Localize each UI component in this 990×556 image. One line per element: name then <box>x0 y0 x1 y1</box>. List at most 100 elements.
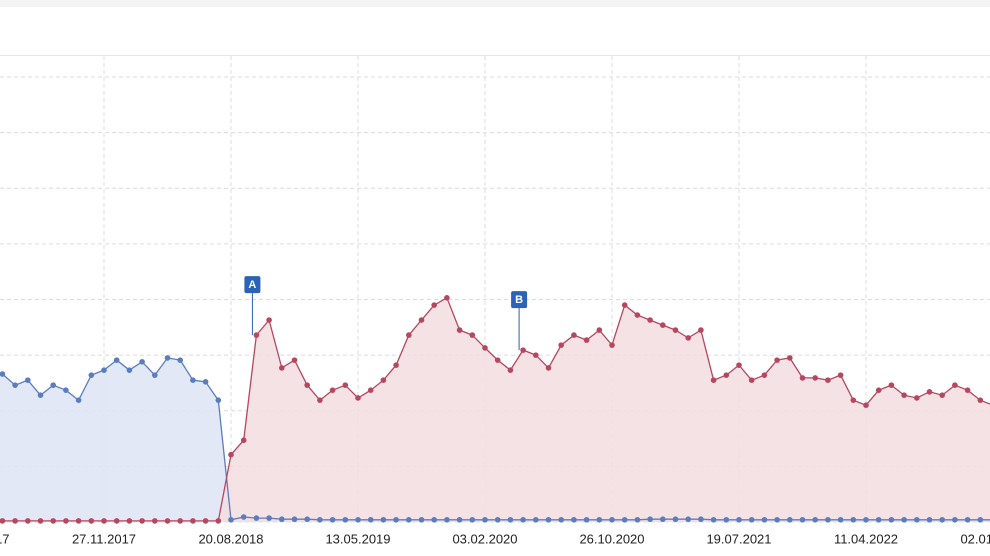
data-point <box>812 375 818 381</box>
data-point <box>0 518 6 524</box>
data-point <box>380 516 387 523</box>
data-point <box>748 377 755 383</box>
data-point <box>888 382 895 388</box>
data-point <box>850 516 857 523</box>
data-point <box>685 516 691 523</box>
data-point <box>621 302 628 308</box>
data-point <box>164 355 171 361</box>
data-point <box>761 516 768 523</box>
data-point <box>952 516 958 523</box>
data-point <box>190 377 196 383</box>
data-point <box>926 516 933 523</box>
data-point <box>329 387 336 393</box>
data-point <box>710 377 717 383</box>
data-point <box>113 518 120 524</box>
data-point <box>533 516 539 523</box>
data-point <box>139 359 145 365</box>
data-point <box>139 518 145 524</box>
data-point <box>215 397 222 403</box>
data-point <box>926 389 933 395</box>
data-point <box>393 516 399 523</box>
data-point <box>685 335 691 341</box>
data-point <box>837 516 844 523</box>
data-point <box>380 377 387 383</box>
x-tick-label: 27.11.2017 <box>72 531 136 546</box>
data-point <box>596 516 603 523</box>
data-point <box>253 332 260 338</box>
data-point <box>952 382 958 388</box>
data-point <box>0 371 6 377</box>
data-point <box>63 518 69 524</box>
top-bar <box>0 0 990 7</box>
data-point <box>75 518 82 524</box>
data-point <box>266 515 272 521</box>
annotation-label: A <box>248 279 256 291</box>
data-point <box>672 516 679 523</box>
data-point <box>152 372 158 378</box>
x-tick-label: 11.04.2022 <box>834 531 898 546</box>
x-tick-label: 03.02.2020 <box>452 531 517 546</box>
data-point <box>850 397 857 403</box>
data-point <box>825 516 831 523</box>
data-point <box>355 395 361 401</box>
data-point <box>469 332 476 338</box>
data-point <box>494 516 501 523</box>
data-point <box>660 516 666 523</box>
data-point <box>901 516 907 523</box>
data-point <box>25 518 31 524</box>
data-point <box>317 516 323 523</box>
data-point <box>456 327 463 333</box>
data-point <box>863 516 869 523</box>
x-tick-label: 19.07.2021 <box>706 531 771 546</box>
data-point <box>939 392 945 398</box>
data-point <box>494 357 501 363</box>
data-point <box>63 387 69 393</box>
data-point <box>228 451 234 458</box>
data-point <box>50 518 56 524</box>
data-point <box>367 516 374 523</box>
x-tick-label: 20.08.2018 <box>198 531 263 546</box>
data-point <box>291 516 298 523</box>
data-point <box>787 516 793 523</box>
x-tick-label: 02.01.2023 <box>960 531 990 546</box>
data-point <box>723 516 730 523</box>
data-point <box>837 372 844 378</box>
data-point <box>418 516 425 523</box>
annotation-flag <box>511 291 528 309</box>
data-point <box>660 322 666 328</box>
data-point <box>914 516 920 523</box>
data-point <box>507 367 514 373</box>
data-point <box>482 516 488 523</box>
data-point <box>444 295 450 301</box>
data-point <box>304 382 311 388</box>
data-point <box>533 352 539 358</box>
data-point <box>774 357 780 363</box>
data-point <box>964 387 971 393</box>
data-point <box>571 516 577 523</box>
data-point <box>774 516 780 523</box>
data-point <box>875 516 882 523</box>
data-point <box>240 437 247 444</box>
data-point <box>736 516 742 523</box>
data-point <box>634 516 641 523</box>
annotation-flag <box>244 276 261 294</box>
data-point <box>545 365 552 371</box>
data-point <box>202 379 209 385</box>
data-point <box>152 518 158 524</box>
data-point <box>75 397 82 403</box>
data-point <box>101 518 107 524</box>
data-point <box>482 345 488 351</box>
data-point <box>164 518 171 524</box>
data-point <box>647 516 653 523</box>
data-point <box>228 516 234 523</box>
data-point <box>799 375 806 381</box>
data-point <box>126 518 133 524</box>
data-point <box>469 516 476 523</box>
x-tick-label: 06.03.2017 <box>0 531 10 546</box>
data-point <box>25 377 31 383</box>
data-point <box>698 327 704 333</box>
x-tick-label: 26.10.2020 <box>579 531 644 546</box>
data-point <box>787 355 793 361</box>
data-point <box>12 518 18 524</box>
